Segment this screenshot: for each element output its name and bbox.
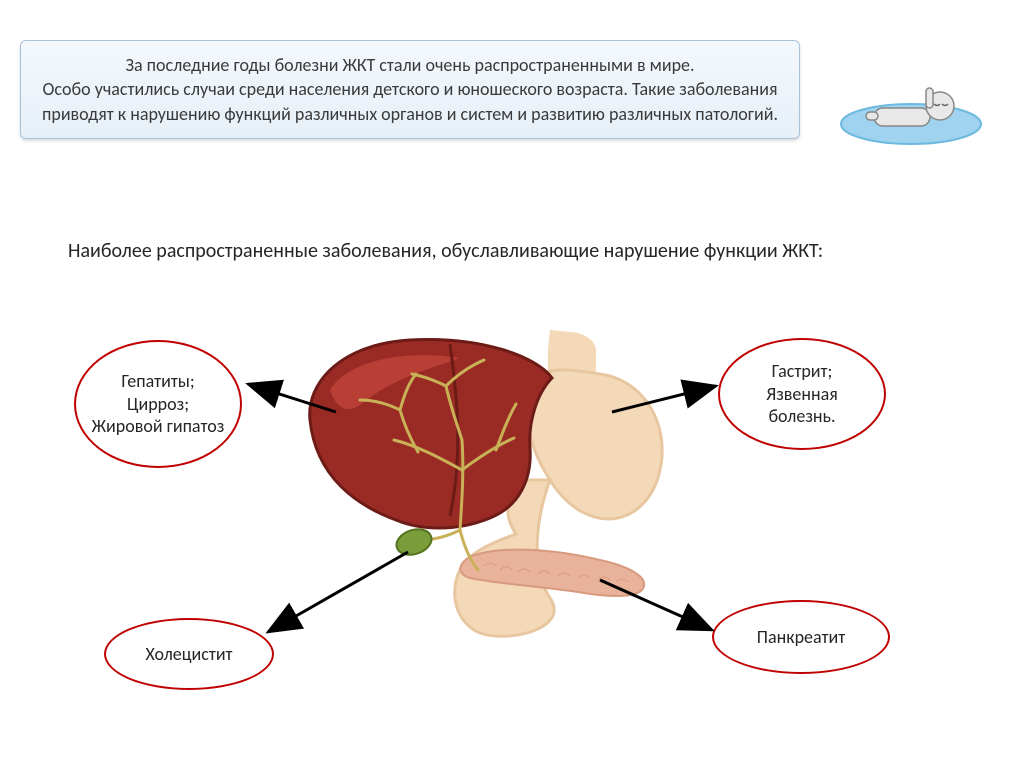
figure-body [874, 108, 930, 126]
bubble-pancreatitis-label: Панкреатит [757, 626, 845, 649]
bubble-hepatitis-label: Гепатиты;Цирроз;Жировой гипатоз [92, 370, 225, 438]
stomach [526, 370, 662, 519]
bubble-pancreatitis: Панкреатит [712, 600, 890, 674]
bubble-gastritis-label: Гастрит;Язвенная болезнь. [732, 360, 872, 428]
digestive-organs-illustration [300, 330, 680, 690]
bubble-gastritis: Гастрит;Язвенная болезнь. [718, 338, 886, 450]
subtitle-content: Наиболее распространенные заболевания, о… [68, 239, 823, 263]
sick-figure-icon [836, 62, 1006, 152]
bubble-cholecystitis: Холецистит [104, 618, 274, 690]
bubble-hepatitis: Гепатиты;Цирроз;Жировой гипатоз [74, 340, 242, 468]
header-box: За последние годы болезни ЖКТ стали очен… [20, 40, 800, 139]
bubble-cholecystitis-label: Холецистит [145, 643, 232, 666]
header-text: За последние годы болезни ЖКТ стали очен… [42, 54, 778, 125]
subtitle-text: Наиболее распространенные заболевания, о… [68, 238, 928, 265]
figure-arm [926, 88, 933, 108]
